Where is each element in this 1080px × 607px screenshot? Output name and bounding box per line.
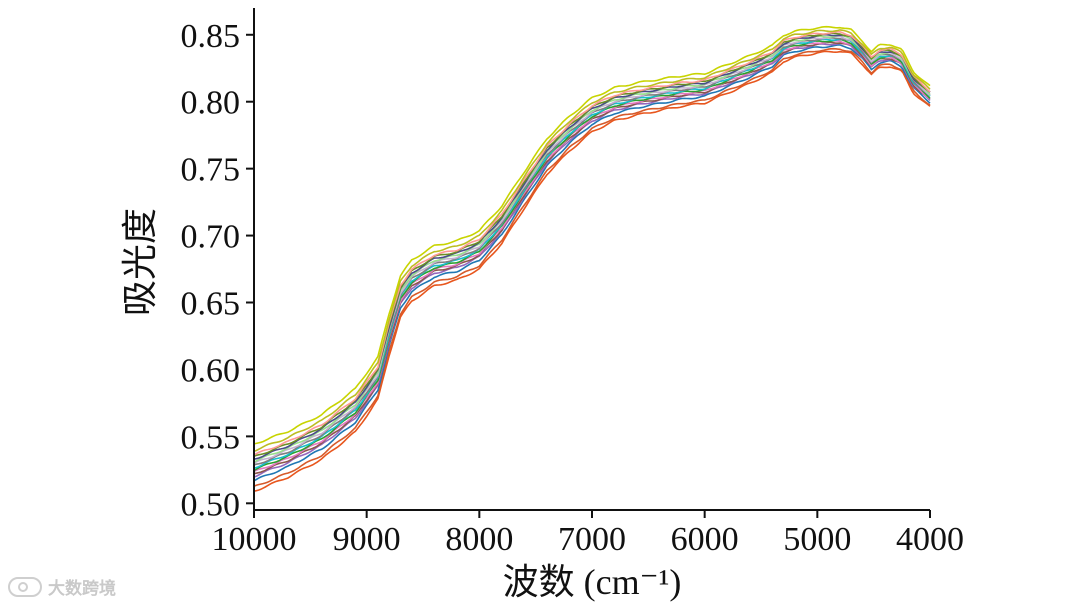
x-tick-label: 8000 [445,521,513,558]
x-tick-label: 6000 [671,521,739,558]
y-tick-label: 0.65 [181,286,241,323]
spectrum-line-s16 [253,25,931,445]
y-tick-label: 0.85 [181,18,241,55]
y-tick-label: 0.70 [181,219,241,256]
y-tick-label: 0.55 [181,419,241,456]
x-tick-label: 9000 [333,521,401,558]
spectrum-line-s2 [253,47,931,487]
spectrum-line-s15 [253,29,931,453]
x-tick-label: 7000 [558,521,626,558]
watermark-text: 大数跨境 [48,579,116,599]
x-axis-ticks: 10000 9000 8000 7000 6000 5000 4000 [212,510,964,558]
spectrum-line-s3 [253,44,931,482]
y-tick-label: 0.60 [181,352,241,389]
y-axis-ticks: 0.50 0.55 0.60 0.65 0.70 0.75 0.80 0.85 [181,18,254,523]
y-tick-label: 0.50 [181,486,241,523]
watermark: 大数跨境 [8,574,116,599]
y-tick-label: 0.75 [181,152,241,189]
x-tick-label: 5000 [783,521,851,558]
y-axis-title: 吸光度 [120,208,160,316]
spectrum-line-s1 [253,50,931,492]
spectrum-line-s14 [253,30,931,456]
x-axis-title: 波数 (cm⁻¹) [503,562,682,602]
x-tick-label: 4000 [896,521,964,558]
spectrum-line-s10 [253,35,931,464]
x-tick-label: 10000 [212,521,297,558]
series-group [253,25,931,492]
y-tick-label: 0.80 [181,85,241,122]
watermark-logo-icon [8,576,42,597]
